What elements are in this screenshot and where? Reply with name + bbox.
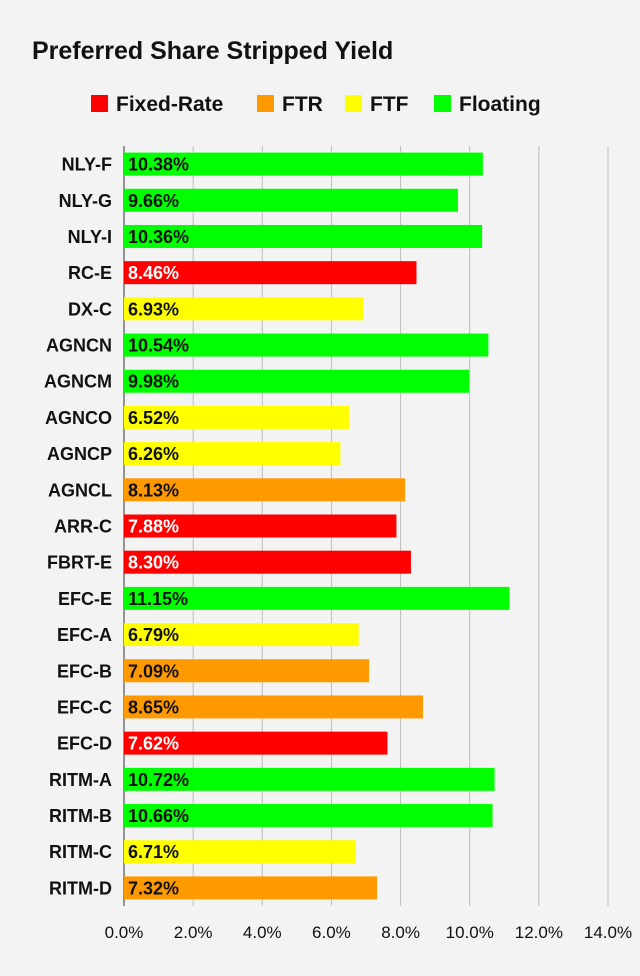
data-label: 8.13% bbox=[128, 480, 179, 500]
x-axis-ticks: 0.0% 2.0% 4.0% 6.0% 8.0% 10.0% 12.0% 14.0% bbox=[105, 923, 632, 942]
category-label: AGNCM bbox=[44, 372, 112, 392]
category-label: DX-C bbox=[68, 299, 112, 319]
bar-efc-e bbox=[124, 586, 510, 610]
bar-efc-a bbox=[124, 623, 359, 647]
legend-label-floating: Floating bbox=[459, 93, 541, 116]
category-label: AGNCP bbox=[47, 444, 112, 464]
bar-ritm-a bbox=[124, 767, 495, 791]
legend-label-ftf: FTF bbox=[370, 93, 409, 116]
category-label: AGNCO bbox=[45, 408, 112, 428]
x-tick-label: 6.0% bbox=[312, 923, 351, 942]
category-label: NLY-G bbox=[59, 191, 112, 211]
category-label: RITM-A bbox=[49, 770, 112, 790]
legend-swatch-ftr bbox=[257, 95, 274, 112]
x-tick-label: 0.0% bbox=[105, 923, 144, 942]
category-label: NLY-I bbox=[68, 227, 112, 247]
bar-agncm bbox=[124, 369, 470, 393]
bar-ritm-c bbox=[124, 840, 356, 864]
data-label: 9.98% bbox=[128, 372, 179, 392]
category-label: FBRT-E bbox=[47, 553, 112, 573]
data-label: 8.46% bbox=[128, 263, 179, 283]
data-label: 8.30% bbox=[128, 553, 179, 573]
legend-swatch-floating bbox=[434, 95, 451, 112]
legend-label-ftr: FTR bbox=[282, 93, 323, 116]
data-label: 6.52% bbox=[128, 408, 179, 428]
category-label: EFC-A bbox=[57, 625, 112, 645]
category-label: AGNCL bbox=[48, 480, 112, 500]
category-label: RC-E bbox=[68, 263, 112, 283]
legend-label-fixed-rate: Fixed-Rate bbox=[116, 93, 223, 116]
bar-rc-e bbox=[124, 261, 417, 285]
chart-title: Preferred Share Stripped Yield bbox=[32, 37, 393, 65]
data-label: 6.93% bbox=[128, 299, 179, 319]
category-label: AGNCN bbox=[46, 336, 112, 356]
bar-nly-g bbox=[124, 188, 458, 212]
category-label: RITM-D bbox=[49, 878, 112, 898]
category-label: EFC-D bbox=[57, 734, 112, 754]
bar-arr-c bbox=[124, 514, 397, 538]
data-label: 11.15% bbox=[128, 589, 188, 609]
bar-ritm-b bbox=[124, 804, 493, 828]
data-label: 6.71% bbox=[128, 842, 179, 862]
category-label: EFC-C bbox=[57, 697, 112, 717]
bar-agncn bbox=[124, 333, 489, 357]
legend-swatch-fixed-rate bbox=[91, 95, 108, 112]
x-tick-label: 14.0% bbox=[584, 923, 632, 942]
bar-nly-f bbox=[124, 152, 483, 176]
bar-efc-d bbox=[124, 731, 388, 755]
data-label: 7.88% bbox=[128, 517, 179, 537]
bar-agncl bbox=[124, 478, 406, 502]
data-label: 8.65% bbox=[128, 697, 179, 717]
bar-efc-c bbox=[124, 695, 424, 719]
bar-dx-c bbox=[124, 297, 364, 321]
data-label: 7.32% bbox=[128, 878, 179, 898]
x-tick-label: 2.0% bbox=[174, 923, 213, 942]
legend: Fixed-Rate FTR FTF Floating bbox=[91, 93, 541, 116]
x-tick-label: 12.0% bbox=[515, 923, 563, 942]
data-label: 10.66% bbox=[128, 806, 189, 826]
x-tick-label: 10.0% bbox=[446, 923, 494, 942]
data-label: 6.79% bbox=[128, 625, 179, 645]
bar-agnco bbox=[124, 405, 350, 429]
category-label: EFC-E bbox=[58, 589, 112, 609]
category-label: RITM-C bbox=[49, 842, 112, 862]
x-tick-label: 4.0% bbox=[243, 923, 282, 942]
bar-ritm-d bbox=[124, 876, 378, 900]
category-label: ARR-C bbox=[54, 517, 112, 537]
data-label: 10.72% bbox=[128, 770, 189, 790]
bar-nly-i bbox=[124, 224, 483, 248]
category-label: RITM-B bbox=[49, 806, 112, 826]
data-label: 7.62% bbox=[128, 734, 179, 754]
category-label: NLY-F bbox=[62, 155, 112, 175]
data-label: 6.26% bbox=[128, 444, 179, 464]
category-labels: NLY-F NLY-G NLY-I RC-E DX-C AGNCN AGNCM AGNCO AG… bbox=[44, 155, 112, 899]
category-label: EFC-B bbox=[57, 661, 112, 681]
bar-efc-b bbox=[124, 659, 370, 683]
bars: 10.38% 9.66% 10.36% 8.46% 6.93% 10.54% 9.98% 6.… bbox=[124, 152, 510, 900]
data-label: 9.66% bbox=[128, 191, 179, 211]
data-label: 10.54% bbox=[128, 336, 189, 356]
x-tick-label: 8.0% bbox=[381, 923, 420, 942]
data-label: 7.09% bbox=[128, 661, 179, 681]
bar-fbrt-e bbox=[124, 550, 411, 574]
legend-swatch-ftf bbox=[345, 95, 362, 112]
data-label: 10.36% bbox=[128, 227, 189, 247]
data-label: 10.38% bbox=[128, 155, 189, 175]
bar-agncp bbox=[124, 442, 341, 466]
